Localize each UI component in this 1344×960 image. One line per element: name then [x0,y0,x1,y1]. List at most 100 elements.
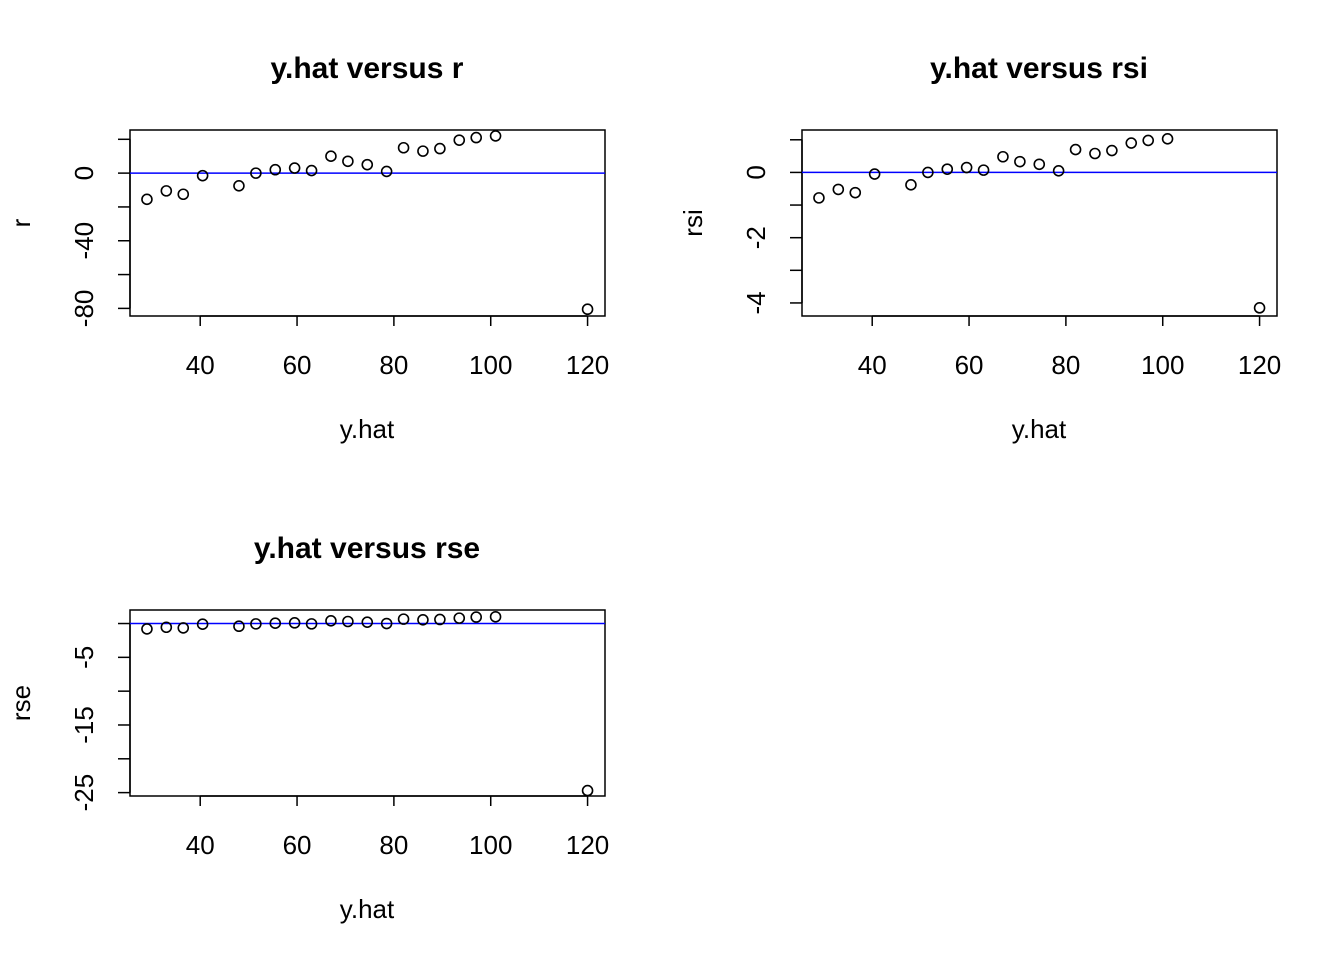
data-point [997,150,1009,163]
marks-group: 40 60 80 100 120 -4 -2 0 [741,133,1281,380]
panel-rsi: y.hat versus rsi 40 60 80 100 120 -4 -2 0 y.hat… [678,52,1281,444]
data-point [1253,302,1266,314]
x-tick-label: 120 [1238,350,1281,380]
data-point [288,162,301,174]
y-tick-label: -2 [741,226,771,249]
data-point [489,130,502,142]
data-point [361,616,374,628]
data-point [581,303,594,316]
data-point [141,623,153,635]
chart-title: y.hat versus rsi [930,52,1148,85]
data-point [196,169,209,182]
data-point [1089,147,1101,160]
y-tick-label: -5 [69,646,99,669]
data-point [905,179,917,191]
y-axis-label: r [6,218,36,227]
data-point [1069,143,1082,156]
data-point [250,618,262,630]
plot-box [801,129,1278,317]
data-point [1014,155,1026,168]
x-axis-label: y.hat [340,894,395,924]
data-point [342,155,354,168]
data-point [380,617,393,630]
data-point [1033,158,1046,171]
data-point [196,618,209,631]
plot-box [129,129,606,317]
chart-title: y.hat versus r [271,52,464,85]
y-tick-label: 0 [69,166,99,180]
x-tick-label: 40 [186,830,215,860]
x-tick-label: 100 [1141,350,1184,380]
data-point [160,185,173,197]
x-axis-label: y.hat [340,414,395,444]
x-tick-label: 60 [283,830,312,860]
data-point [417,614,429,626]
data-point [177,622,190,634]
data-point [922,166,934,179]
data-point [489,610,502,623]
data-point [1052,164,1065,177]
x-tick-label: 60 [283,350,312,380]
data-point [960,161,973,174]
panel-rse: y.hat versus rse 40 60 80 100 120 -25 -15 -5 y.… [6,532,609,924]
marks-group: 40 60 80 100 120 -80 -40 0 [69,130,609,380]
data-point [325,150,337,163]
data-point [141,193,153,206]
y-tick-label: -4 [741,291,771,314]
x-tick-label: 40 [186,350,215,380]
x-tick-label: 120 [566,830,609,860]
data-point [453,134,466,146]
data-point [832,183,845,196]
data-point [434,142,446,155]
y-tick-label: 0 [741,165,771,179]
data-point [977,164,990,176]
x-tick-label: 80 [1051,350,1080,380]
x-tick-label: 60 [955,350,984,380]
data-point [1125,137,1138,149]
data-point [160,621,173,634]
data-point [233,620,245,633]
panel-r: y.hat versus r 40 60 80 100 120 -80 -40 0 y.hat… [6,52,609,444]
x-tick-label: 120 [566,350,609,380]
data-point [233,180,245,192]
x-tick-label: 80 [379,350,408,380]
data-point [250,167,262,179]
data-point [325,615,337,627]
data-point [305,164,318,177]
data-point [849,186,862,199]
data-point [397,141,410,154]
data-point [342,615,354,628]
data-point [470,611,483,623]
y-tick-label: -25 [69,774,99,812]
data-point [380,165,393,178]
data-point [813,192,825,204]
x-tick-label: 40 [858,350,887,380]
data-point [397,613,410,625]
data-point [941,163,954,175]
data-point [1142,134,1155,147]
chart-title: y.hat versus rse [254,532,480,565]
y-tick-label: -40 [69,222,99,260]
y-tick-label: -80 [69,290,99,328]
data-point [305,618,318,630]
data-point [288,617,301,629]
y-tick-label: -15 [69,706,99,744]
plot-box [129,609,606,797]
data-point [581,784,594,797]
data-point [868,168,881,180]
x-tick-label: 80 [379,830,408,860]
x-tick-label: 100 [469,830,512,860]
x-axis-label: y.hat [1012,414,1067,444]
data-point [269,163,282,176]
data-point [177,188,190,201]
data-point [361,158,374,171]
y-axis-label: rse [6,685,36,721]
marks-group: 40 60 80 100 120 -25 -15 -5 [69,610,609,860]
data-point [1106,144,1118,157]
y-axis-label: rsi [678,209,708,236]
x-tick-label: 100 [469,350,512,380]
data-point [417,145,429,157]
data-point [1161,133,1174,145]
data-point [470,131,483,144]
